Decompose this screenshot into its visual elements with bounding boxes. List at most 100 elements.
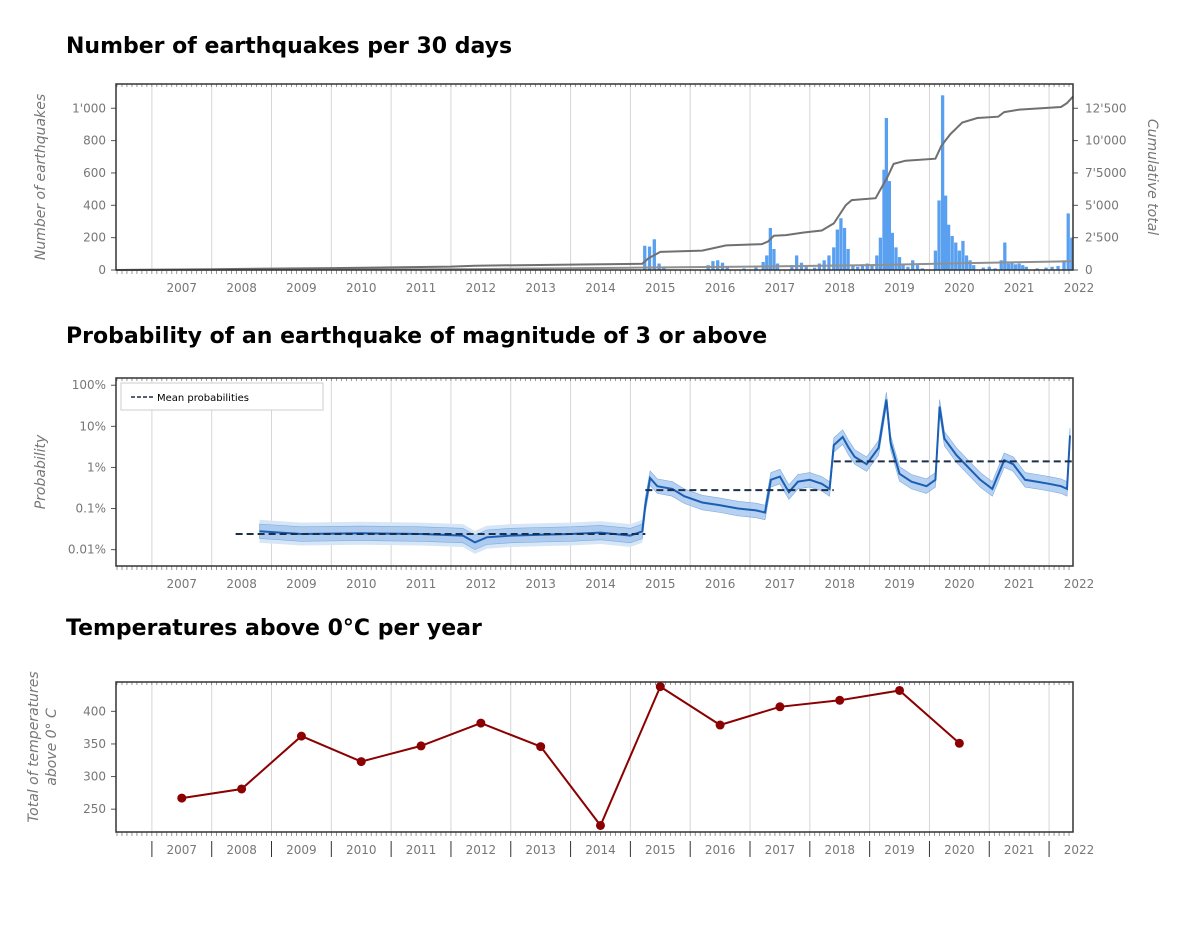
earthquake-bar	[870, 265, 874, 270]
temperature-point	[296, 731, 306, 741]
x-tick-label: 2015	[645, 843, 676, 857]
x-tick-label: 2017	[765, 281, 796, 295]
x-tick-label: 2011	[406, 281, 437, 295]
plot-border	[115, 377, 1074, 567]
x-tick-label: 2008	[226, 843, 257, 857]
chart-title-earthquakes: Number of earthquakes per 30 days	[66, 34, 513, 59]
x-tick-label: 2017	[765, 577, 796, 591]
earthquake-bar	[804, 266, 808, 270]
x-tick-label: 2019	[884, 281, 915, 295]
earthquake-bar	[765, 255, 769, 270]
earthquake-bar	[901, 263, 905, 270]
y-tick-label: 200	[83, 231, 106, 245]
plot-border	[115, 83, 1074, 271]
earthquake-bar	[725, 266, 729, 270]
earthquake-bar	[768, 227, 772, 270]
x-tick-label: 2007	[167, 577, 198, 591]
earthquake-bar	[812, 267, 817, 270]
x-tick-label: 2017	[765, 843, 796, 857]
x-tick-label: 2018	[824, 281, 855, 295]
x-tick-label: 2020	[944, 281, 975, 295]
earthquake-bar	[946, 224, 951, 270]
x-tick-label: 2022	[1064, 281, 1095, 295]
temperature-chart: 2007 2008 2009 2010 2011 2012 2013 2014 2015 2016…	[26, 671, 1094, 857]
earthquake-bar	[890, 232, 895, 270]
x-tick-label: 2015	[645, 281, 676, 295]
earthquake-bar	[716, 260, 720, 270]
earthquake-bar	[851, 265, 855, 270]
y-axis-label: Probability	[33, 434, 49, 509]
temperature-point	[954, 738, 964, 748]
earthquake-bar	[1066, 213, 1070, 270]
x-tick-label: 2022	[1064, 577, 1095, 591]
x-tick-label: 2013	[525, 577, 556, 591]
x-tick-label: 2020	[944, 843, 975, 857]
y-tick-label: 0	[98, 263, 106, 277]
temperature-point	[775, 702, 785, 712]
cumulative-line	[115, 95, 1074, 271]
earthquake-bar	[817, 263, 822, 270]
y-tick-label: 10%	[79, 419, 106, 433]
y2-tick-label: 2'500	[1085, 231, 1119, 245]
x-tick-label: 2010	[346, 843, 377, 857]
temperature-point	[655, 682, 665, 692]
legend-box	[120, 382, 324, 411]
earthquake-bar	[954, 242, 958, 270]
earthquake-bar	[993, 268, 997, 270]
earthquake-bar	[662, 267, 666, 270]
temperature-point	[835, 695, 845, 705]
earthquake-count-chart: 2007 2008 2009 2010 2011 2012 2013 2014 2015 2016…	[33, 83, 1160, 295]
earthquake-bar	[943, 195, 948, 270]
earthquake-bar	[894, 247, 898, 270]
earthquake-bar	[933, 250, 938, 270]
temperature-point	[177, 793, 187, 803]
x-tick-label: 2018	[824, 843, 855, 857]
x-tick-label: 2009	[286, 843, 317, 857]
x-tick-label: 2013	[525, 281, 556, 295]
y-tick-label: 1'000	[72, 101, 106, 115]
y2-tick-label: 0	[1085, 263, 1093, 277]
earthquake-bar	[827, 255, 831, 270]
x-tick-label: 2014	[585, 843, 616, 857]
y2-axis-label: Cumulative total	[1144, 119, 1160, 235]
earthquake-bar	[790, 265, 794, 270]
temperature-point	[237, 784, 247, 794]
x-tick-label: 2009	[286, 281, 317, 295]
y2-tick-label: 5'000	[1085, 198, 1119, 212]
chart-title-probability: Probability of an earthquake of magnitud…	[66, 324, 768, 349]
x-tick-label: 2015	[645, 577, 676, 591]
earthquake-bar	[860, 264, 865, 270]
x-tick-label: 2016	[705, 281, 736, 295]
earthquake-bar	[1056, 265, 1060, 270]
y-tick-label: 600	[83, 166, 106, 180]
x-tick-label: 2012	[466, 843, 497, 857]
earthquake-bar	[1024, 266, 1028, 270]
x-tick-label: 2008	[226, 281, 257, 295]
earthquake-bar	[643, 245, 647, 270]
earthquake-bar	[937, 200, 941, 270]
earthquake-bar	[1050, 266, 1054, 270]
earthquake-bar	[1062, 260, 1066, 270]
earthquake-bar	[915, 265, 920, 270]
x-tick-label: 2010	[346, 577, 377, 591]
probability-line	[259, 399, 1071, 544]
plot-background	[116, 682, 1073, 832]
earthquake-bar	[839, 218, 843, 270]
earthquake-bar	[842, 227, 847, 270]
x-tick-label: 2021	[1004, 577, 1035, 591]
temperature-point	[356, 757, 366, 767]
y2-tick-label: 7'5000	[1085, 166, 1126, 180]
x-tick-label: 2014	[585, 281, 616, 295]
x-tick-label: 2007	[167, 281, 198, 295]
secondary-line	[115, 260, 1074, 271]
y2-tick-label: 10'000	[1085, 134, 1126, 148]
earthquake-bar	[940, 95, 945, 270]
y-tick-label: 0.1%	[76, 502, 107, 516]
earthquake-bar	[1021, 265, 1025, 270]
earthquake-bar	[772, 248, 776, 270]
x-tick-label: 2012	[466, 577, 497, 591]
earthquake-bar	[795, 255, 799, 270]
y-axis-label: Number of earthquakes	[33, 94, 49, 260]
earthquake-bar	[981, 267, 985, 270]
